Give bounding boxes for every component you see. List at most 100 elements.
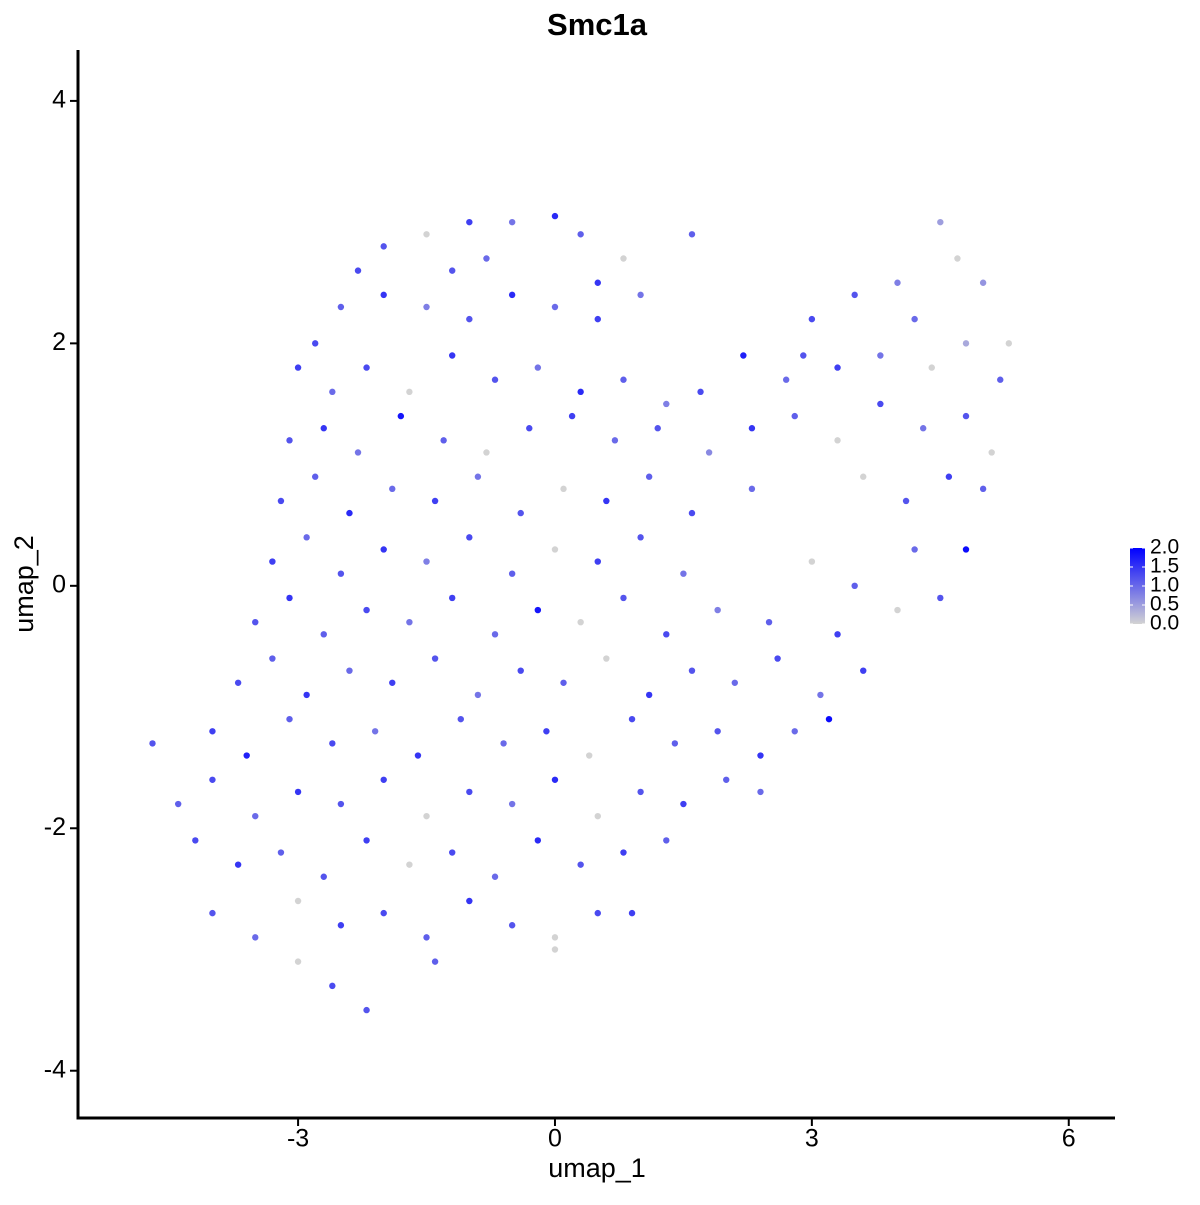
point bbox=[979, 485, 987, 493]
point bbox=[389, 679, 396, 686]
point bbox=[628, 715, 636, 723]
point bbox=[277, 849, 285, 856]
point bbox=[320, 425, 327, 432]
y-tick-label: 2 bbox=[52, 328, 66, 356]
point bbox=[791, 412, 798, 420]
point bbox=[406, 388, 413, 396]
point bbox=[688, 231, 696, 238]
point bbox=[337, 303, 345, 311]
point bbox=[209, 909, 216, 917]
point bbox=[628, 909, 636, 917]
point bbox=[277, 497, 285, 505]
point bbox=[782, 376, 790, 383]
point bbox=[354, 449, 362, 456]
point bbox=[311, 473, 319, 480]
point bbox=[620, 849, 627, 856]
colorbar-label: 0.0 bbox=[1150, 612, 1179, 635]
point bbox=[252, 618, 259, 626]
point bbox=[406, 618, 413, 626]
point bbox=[431, 958, 439, 965]
point bbox=[937, 594, 944, 602]
point bbox=[500, 740, 507, 747]
point bbox=[834, 364, 841, 371]
point bbox=[389, 485, 396, 493]
point bbox=[483, 255, 490, 262]
point bbox=[517, 509, 524, 517]
point bbox=[534, 606, 542, 614]
point bbox=[560, 679, 567, 686]
point bbox=[508, 570, 516, 577]
point bbox=[962, 546, 970, 553]
point bbox=[1005, 340, 1013, 347]
point bbox=[543, 728, 550, 735]
point bbox=[449, 267, 456, 274]
x-tick-label: 0 bbox=[548, 1125, 562, 1153]
point bbox=[294, 897, 302, 905]
point bbox=[371, 728, 379, 735]
point bbox=[997, 376, 1004, 383]
point bbox=[860, 667, 867, 674]
point bbox=[594, 558, 601, 565]
point bbox=[269, 558, 276, 565]
point bbox=[551, 546, 559, 553]
point bbox=[346, 667, 353, 674]
point bbox=[774, 655, 781, 662]
point bbox=[603, 497, 610, 505]
point bbox=[337, 800, 345, 808]
point bbox=[329, 740, 336, 747]
point bbox=[380, 909, 387, 917]
point bbox=[423, 231, 430, 238]
point bbox=[526, 425, 533, 432]
y-tick-label: 0 bbox=[52, 570, 66, 598]
point bbox=[594, 279, 601, 286]
point bbox=[303, 534, 310, 541]
x-tick-label: -3 bbox=[287, 1125, 309, 1153]
colorbar-label: 1.0 bbox=[1150, 574, 1179, 597]
point bbox=[937, 218, 944, 226]
point bbox=[286, 594, 293, 602]
point bbox=[962, 340, 970, 347]
point bbox=[508, 800, 516, 808]
point bbox=[243, 752, 250, 759]
point bbox=[962, 412, 970, 420]
point bbox=[551, 212, 559, 220]
point bbox=[551, 303, 559, 311]
point bbox=[192, 837, 199, 844]
point bbox=[637, 291, 644, 299]
point bbox=[286, 437, 293, 444]
point bbox=[363, 1006, 370, 1014]
point bbox=[397, 412, 405, 420]
point bbox=[466, 897, 473, 905]
point bbox=[620, 255, 627, 262]
point bbox=[834, 437, 841, 444]
point bbox=[517, 667, 524, 674]
point bbox=[663, 631, 670, 638]
point bbox=[611, 437, 619, 444]
point bbox=[269, 655, 276, 662]
point bbox=[423, 934, 430, 941]
point bbox=[423, 558, 430, 565]
point bbox=[586, 752, 593, 759]
point bbox=[731, 679, 738, 686]
y-tick-label: 4 bbox=[52, 86, 66, 114]
point bbox=[329, 982, 336, 990]
point bbox=[449, 849, 456, 856]
point bbox=[534, 837, 542, 844]
point bbox=[765, 618, 773, 626]
point bbox=[234, 861, 242, 868]
point bbox=[483, 449, 490, 456]
point bbox=[620, 376, 627, 383]
point bbox=[354, 267, 362, 274]
point bbox=[329, 388, 336, 396]
point bbox=[603, 655, 610, 662]
point bbox=[551, 776, 559, 783]
point bbox=[757, 788, 764, 796]
point bbox=[149, 740, 156, 747]
point bbox=[808, 315, 816, 323]
point bbox=[474, 691, 482, 699]
point bbox=[337, 570, 345, 577]
point bbox=[663, 837, 670, 844]
point bbox=[431, 497, 439, 505]
point bbox=[534, 364, 542, 371]
point bbox=[414, 752, 422, 759]
